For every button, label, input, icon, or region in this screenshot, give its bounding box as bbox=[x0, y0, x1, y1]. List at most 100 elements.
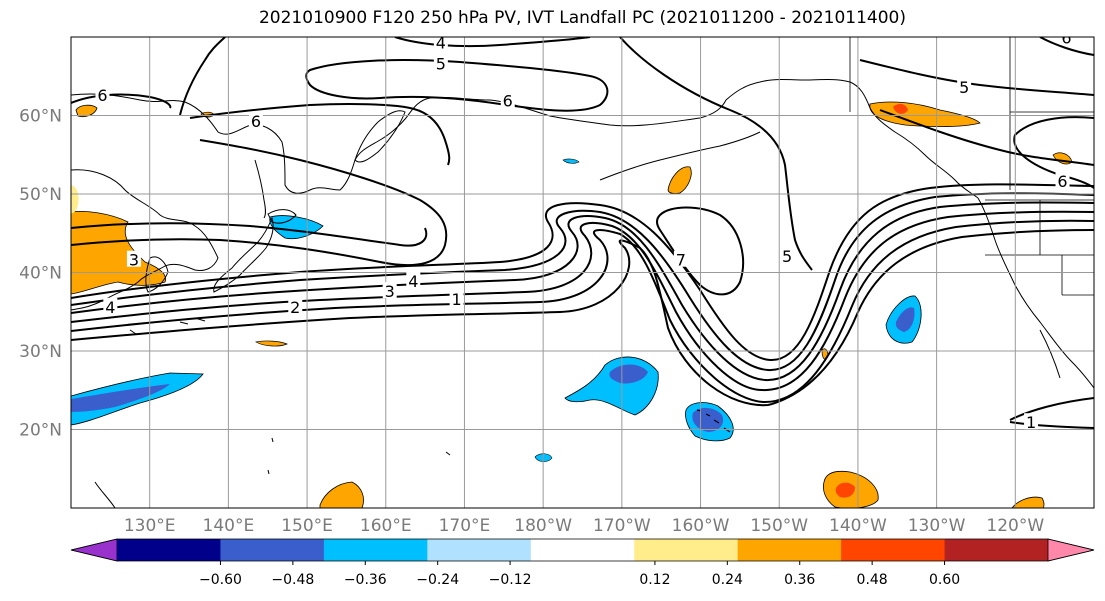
contour-label-background bbox=[780, 246, 795, 263]
colorbar-swatch bbox=[530, 539, 635, 561]
pv-contour-line bbox=[71, 222, 428, 247]
contour-label-background bbox=[433, 37, 448, 50]
pv-contour-line bbox=[1039, 37, 1094, 56]
contour-label-background bbox=[1024, 413, 1039, 430]
coastline-baja bbox=[1039, 329, 1061, 379]
contour-label: 3 bbox=[129, 251, 139, 270]
ivt-negative-region bbox=[562, 158, 580, 164]
contour-label: 7 bbox=[676, 251, 686, 270]
coastline-asia bbox=[71, 169, 219, 311]
colorbar-swatch bbox=[220, 539, 325, 561]
coastline-hawaii bbox=[696, 409, 731, 433]
contour-label: 6 bbox=[1061, 29, 1071, 48]
colorbar-tick-label: 0.36 bbox=[784, 572, 815, 588]
ivt-positive-region bbox=[71, 185, 79, 214]
contour-label-background bbox=[103, 297, 118, 314]
lat-tick-label: 30°N bbox=[19, 342, 62, 362]
colorbar: −0.60 −0.48 −0.36 −0.24 −0.12 0.12 0.24 0.36 0.4… bbox=[70, 538, 1095, 588]
ivt-shading bbox=[71, 101, 1073, 508]
contour-label-background bbox=[248, 111, 263, 128]
pv-contour-line bbox=[71, 192, 1094, 372]
lon-tick-label: 150°W bbox=[750, 516, 808, 536]
ivt-positive-region bbox=[319, 481, 364, 508]
border-us-canada bbox=[985, 199, 1094, 296]
contour-label: 5 bbox=[782, 247, 792, 266]
longitude-axis: 130°E 140°E 150°E 160°E 170°E 180°W 170°W 160°W… bbox=[124, 516, 1045, 536]
pv-contour-line bbox=[71, 139, 448, 267]
colorbar-tick-label: −0.12 bbox=[489, 572, 532, 588]
contour-label-background bbox=[449, 289, 464, 306]
contour-label: 4 bbox=[408, 272, 418, 291]
colorbar-tick-label: 0.24 bbox=[712, 572, 743, 588]
ivt-positive-region bbox=[255, 340, 288, 347]
pv-contours bbox=[71, 37, 1094, 429]
colorbar-tick-label: −0.24 bbox=[416, 572, 459, 588]
colorbar-swatch bbox=[944, 539, 1049, 561]
colorbar-tick-label: −0.36 bbox=[344, 572, 387, 588]
colorbar-extend-high bbox=[1047, 538, 1095, 562]
colorbar-boxes bbox=[70, 538, 1095, 562]
contour-label: 1 bbox=[451, 290, 461, 309]
lon-tick-label: 160°E bbox=[360, 516, 412, 536]
pv-contour-line bbox=[305, 59, 609, 112]
pv-contour-line bbox=[179, 37, 226, 116]
coastline-hokkaido bbox=[267, 209, 297, 224]
contour-label-background bbox=[288, 297, 303, 314]
contour-label-background bbox=[433, 54, 448, 71]
contour-label: 4 bbox=[436, 33, 446, 52]
coastline-sakhalin bbox=[254, 159, 266, 219]
coastline-kamchatka bbox=[354, 110, 406, 163]
latitude-axis: 60°N 50°N 40°N 30°N 20°N bbox=[19, 107, 62, 441]
lon-tick-label: 180°W bbox=[514, 516, 572, 536]
pv-contour-line bbox=[771, 229, 1094, 405]
pv-contour-line bbox=[1013, 116, 1094, 189]
pv-contour-line bbox=[71, 219, 1094, 404]
colorbar-extend-low bbox=[70, 538, 118, 562]
contour-label: 5 bbox=[436, 54, 446, 73]
lat-tick-label: 20°N bbox=[19, 421, 62, 441]
ivt-positive-region bbox=[667, 166, 692, 194]
pv-contour-line bbox=[71, 201, 1094, 382]
coastline-japan bbox=[213, 216, 274, 293]
contour-label: 6 bbox=[503, 91, 513, 110]
contour-label-background bbox=[673, 250, 688, 267]
ivt-negative-region bbox=[895, 307, 915, 332]
colorbar-swatch bbox=[323, 539, 428, 561]
contour-label: 3 bbox=[385, 282, 395, 301]
colorbar-tick-label: −0.48 bbox=[271, 572, 314, 588]
contour-label-background bbox=[95, 85, 110, 102]
lon-tick-label: 130°E bbox=[124, 516, 176, 536]
pv-contour-line bbox=[879, 109, 1094, 166]
lat-tick-label: 40°N bbox=[19, 264, 62, 284]
pv-contour-line bbox=[71, 239, 773, 407]
lon-tick-label: 130°W bbox=[908, 516, 966, 536]
contour-label-background bbox=[406, 271, 421, 288]
pv-contour-line bbox=[1009, 397, 1094, 421]
grid-lines bbox=[71, 37, 1094, 508]
pv-contour-line bbox=[189, 103, 451, 166]
contour-label-background bbox=[1059, 37, 1074, 45]
ivt-negative-region bbox=[71, 384, 170, 412]
coastlines bbox=[71, 37, 1094, 508]
pv-contour-line bbox=[859, 59, 1094, 96]
lon-tick-label: 120°W bbox=[986, 516, 1044, 536]
ivt-positive-region bbox=[893, 103, 908, 114]
colorbar-swatch bbox=[841, 539, 946, 561]
contour-label: 5 bbox=[959, 78, 969, 97]
ivt-positive-region bbox=[835, 482, 855, 498]
colorbar-tick-label: 0.48 bbox=[857, 572, 888, 588]
contour-label-background bbox=[957, 78, 972, 95]
lon-tick-label: 160°W bbox=[672, 516, 730, 536]
contour-label: 6 bbox=[1057, 172, 1067, 191]
pv-contour-line bbox=[1009, 421, 1094, 429]
pv-contour-line bbox=[656, 206, 745, 296]
border-yukon bbox=[849, 37, 1094, 190]
contour-label: 6 bbox=[97, 86, 107, 105]
pv-contour-line bbox=[619, 37, 813, 271]
contour-label: 1 bbox=[1026, 413, 1036, 432]
lat-tick-label: 50°N bbox=[19, 185, 62, 205]
contour-label: 6 bbox=[251, 112, 261, 131]
lon-tick-label: 140°W bbox=[829, 516, 887, 536]
